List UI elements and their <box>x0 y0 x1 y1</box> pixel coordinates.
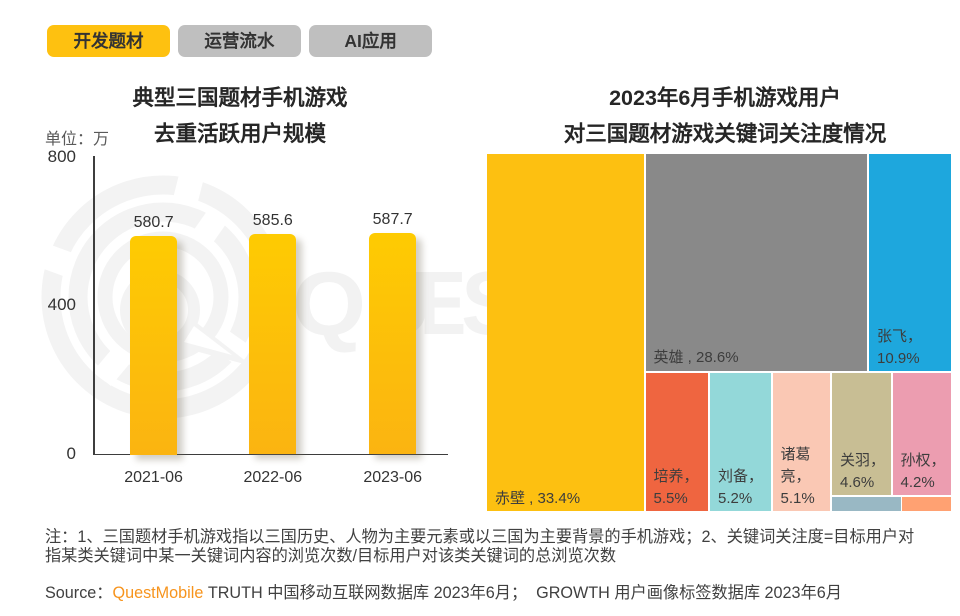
svg-text:E: E <box>420 254 466 354</box>
svg-text:Q: Q <box>292 255 366 355</box>
